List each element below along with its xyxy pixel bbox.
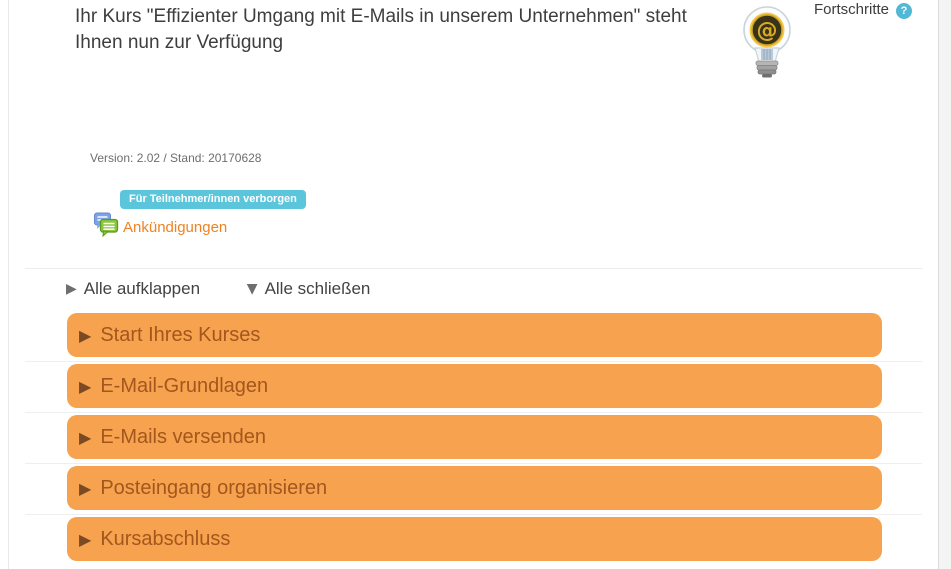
lightbulb-at-icon: @ — [743, 6, 791, 78]
progress-block-title: Fortschritte — [814, 1, 890, 18]
left-border-divider — [8, 0, 9, 569]
triangle-down-icon: ▼ — [246, 281, 258, 297]
triangle-right-icon: ▶ — [79, 529, 92, 549]
collapse-all-label: Alle schließen — [264, 279, 371, 298]
page-title: Ihr Kurs "Effizienter Umgang mit E-Mails… — [75, 6, 687, 53]
section-divider — [25, 268, 922, 269]
triangle-right-icon: ▶ — [79, 376, 92, 396]
section-toggle-posteingang-organisieren[interactable]: ▶ Posteingang organisieren — [67, 466, 882, 510]
section-label: Kursabschluss — [100, 527, 231, 550]
section-label: E-Mail-Grundlagen — [100, 374, 269, 397]
section-divider — [25, 361, 922, 362]
announcements-link[interactable]: Ankündigungen — [123, 219, 228, 236]
section-toggle-emails-versenden[interactable]: ▶ E-Mails versenden — [67, 415, 882, 459]
section-divider — [25, 463, 922, 464]
section-toggle-start-ihres-kurses[interactable]: ▶ Start Ihres Kurses — [67, 313, 882, 357]
triangle-right-icon: ▶ — [79, 478, 92, 498]
version-text: Version: 2.02 / Stand: 20170628 — [90, 151, 262, 165]
triangle-right-icon: ▶ — [66, 281, 77, 297]
section-label: E-Mails versenden — [100, 425, 266, 448]
expand-all-label: Alle aufklappen — [83, 279, 201, 298]
section-toggle-kursabschluss[interactable]: ▶ Kursabschluss — [67, 517, 882, 561]
at-symbol-glyph: @ — [757, 19, 778, 43]
expand-collapse-controls: ▶ Alle aufklappen ▼ Alle schließen — [66, 278, 370, 299]
section-toggle-email-grundlagen[interactable]: ▶ E-Mail-Grundlagen — [67, 364, 882, 408]
forum-icon — [94, 212, 119, 237]
section-label: Start Ihres Kurses — [100, 323, 261, 346]
hidden-from-participants-badge: Für Teilnehmer/innen verborgen — [120, 190, 306, 209]
right-gutter — [938, 0, 951, 569]
section-divider — [25, 514, 922, 515]
section-divider — [25, 412, 922, 413]
expand-all-link[interactable]: ▶ Alle aufklappen — [66, 279, 200, 299]
triangle-right-icon: ▶ — [79, 325, 92, 345]
collapse-all-link[interactable]: ▼ Alle schließen — [247, 279, 371, 299]
section-label: Posteingang organisieren — [100, 476, 328, 499]
help-icon[interactable]: ? — [896, 3, 912, 19]
triangle-right-icon: ▶ — [79, 427, 92, 447]
